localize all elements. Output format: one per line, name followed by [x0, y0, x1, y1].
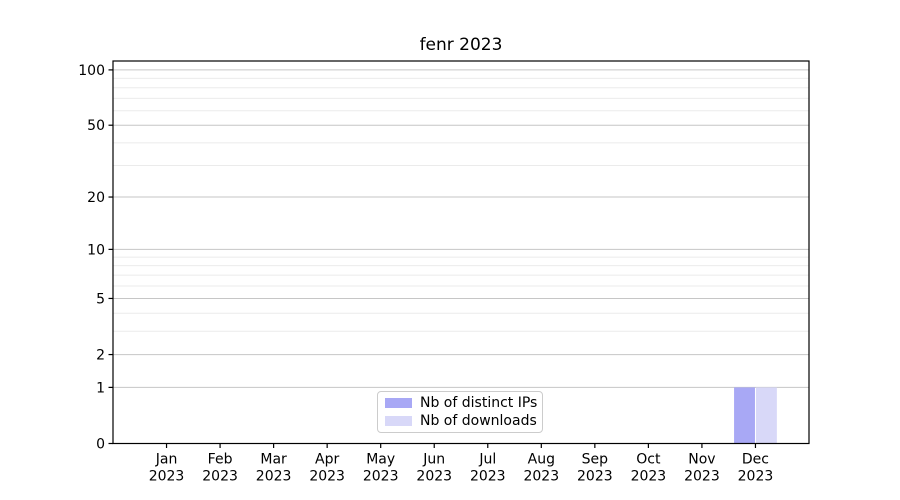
legend-item-downloads: Nb of downloads — [385, 413, 537, 429]
x-tick-label: 2023 — [202, 469, 238, 485]
x-tick-label: Sep — [582, 452, 609, 468]
legend-label-distinct-ips: Nb of distinct IPs — [420, 395, 538, 412]
x-tick-label: Apr — [315, 452, 339, 468]
x-tick-label: May — [366, 452, 395, 468]
x-tick-label: Feb — [208, 452, 233, 468]
x-tick-label: 2023 — [631, 469, 667, 485]
x-tick-label: Nov — [688, 452, 715, 468]
x-tick-label: 2023 — [149, 469, 185, 485]
x-tick-label: 2023 — [363, 469, 399, 485]
x-tick-label: 2023 — [738, 469, 774, 485]
legend: Nb of distinct IPs Nb of downloads — [377, 391, 543, 433]
x-tick-label: Mar — [260, 452, 287, 468]
y-tick-label: 10 — [87, 242, 105, 258]
y-tick-label: 100 — [78, 63, 105, 79]
y-tick-label: 1 — [96, 380, 105, 396]
x-tick-label: Jul — [478, 452, 496, 468]
legend-swatch-downloads-icon — [385, 415, 412, 426]
y-tick-label: 2 — [96, 348, 105, 364]
chart-title: fenr 2023 — [419, 35, 503, 55]
x-tick-label: 2023 — [309, 469, 345, 485]
x-tick-label: 2023 — [256, 469, 292, 485]
x-tick-label: Oct — [636, 452, 661, 468]
bar-downloads — [755, 387, 777, 444]
x-tick-label: 2023 — [523, 469, 559, 485]
y-tick-label: 5 — [96, 291, 105, 307]
x-tick-label: Dec — [742, 452, 769, 468]
plot-border — [112, 60, 810, 445]
y-tick-label: 50 — [87, 118, 105, 134]
x-tick-label: 2023 — [470, 469, 506, 485]
legend-swatch-distinct-ips-icon — [385, 398, 412, 409]
legend-label-downloads: Nb of downloads — [420, 412, 537, 429]
x-tick-label: 2023 — [684, 469, 720, 485]
x-tick-label: 2023 — [416, 469, 452, 485]
x-tick-label: Jan — [155, 452, 178, 468]
y-tick-label: 0 — [96, 437, 105, 453]
x-tick-label: Jun — [422, 452, 445, 468]
x-tick-label: Aug — [528, 452, 555, 468]
y-tick-label: 20 — [87, 190, 105, 206]
x-tick-label: 2023 — [577, 469, 613, 485]
legend-item-distinct-ips: Nb of distinct IPs — [385, 395, 537, 411]
bar-distinct-ips — [734, 387, 755, 444]
